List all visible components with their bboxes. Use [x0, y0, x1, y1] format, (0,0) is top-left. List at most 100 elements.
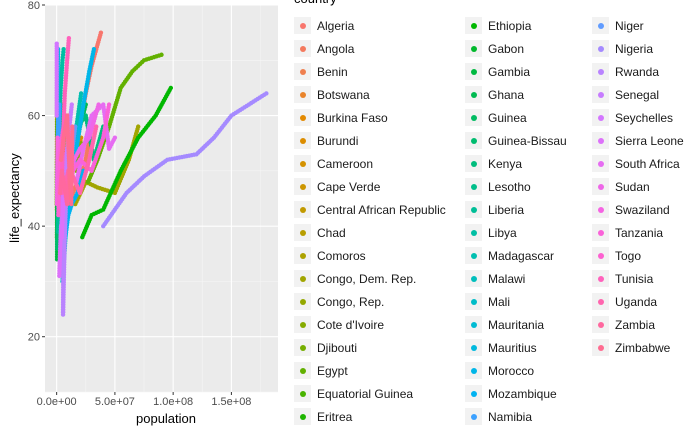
legend-dot — [597, 22, 604, 29]
legend-key — [294, 17, 311, 34]
legend-dot — [299, 206, 306, 213]
legend-item: Gabon — [465, 37, 524, 60]
legend-key — [294, 247, 311, 264]
data-point — [159, 52, 164, 57]
legend-label: Mauritius — [488, 340, 537, 355]
legend-key — [294, 270, 311, 287]
legend-item: Madagascar — [465, 244, 554, 267]
legend-item: Mozambique — [465, 382, 557, 405]
legend-label: Gabon — [488, 41, 525, 56]
legend-item: Gambia — [465, 60, 530, 83]
plot-panel — [45, 5, 278, 392]
legend-key — [465, 132, 482, 149]
legend-dot — [597, 91, 604, 98]
legend-item: Nigeria — [592, 37, 653, 60]
legend-item: Niger — [592, 14, 644, 37]
legend-label: Kenya — [488, 156, 523, 171]
y-axis-title: life_expectancy — [7, 153, 22, 243]
legend-key — [294, 86, 311, 103]
legend-label: South Africa — [615, 156, 680, 171]
legend-key — [465, 155, 482, 172]
legend-dot — [299, 298, 306, 305]
legend-item: Uganda — [592, 290, 657, 313]
data-point — [96, 102, 101, 107]
y-tick-label: 80 — [28, 0, 40, 12]
legend-dot — [470, 413, 477, 420]
legend-label: Cote d'Ivoire — [317, 317, 384, 332]
grid-minor — [45, 5, 278, 393]
legend-label: Madagascar — [488, 248, 555, 263]
legend-key — [465, 40, 482, 57]
legend-key — [465, 293, 482, 310]
legend-dot — [597, 275, 604, 282]
legend-item: Mauritania — [465, 313, 544, 336]
y-axis: 20 40 60 80 — [28, 0, 45, 344]
legend-label: Sierra Leone — [615, 133, 684, 148]
legend-item: Egypt — [294, 359, 348, 382]
legend-item: Djibouti — [294, 336, 357, 359]
legend-key — [465, 86, 482, 103]
legend-key — [592, 109, 609, 126]
legend-label: Botswana — [317, 87, 370, 102]
legend-dot — [470, 206, 477, 213]
legend-dot — [299, 68, 306, 75]
legend-dot — [597, 160, 604, 167]
legend-dot — [299, 137, 306, 144]
legend-dot — [470, 298, 477, 305]
legend-dot — [470, 137, 477, 144]
legend-key — [294, 362, 311, 379]
legend-dot — [470, 275, 477, 282]
legend-dot — [470, 68, 477, 75]
data-point — [66, 35, 72, 41]
data-point — [106, 102, 112, 107]
legend-item: South Africa — [592, 152, 680, 175]
legend-label: Burkina Faso — [317, 110, 388, 125]
legend-item: Zambia — [592, 313, 655, 336]
legend-item: Congo, Dem. Rep. — [294, 267, 416, 290]
legend-key — [465, 339, 482, 356]
legend-key — [465, 362, 482, 379]
legend-label: Equatorial Guinea — [317, 386, 414, 401]
legend-dot — [597, 229, 604, 236]
x-axis: 0.0e+00 5.0e+07 1.0e+08 1.5e+08 — [37, 392, 251, 408]
legend-item: Botswana — [294, 83, 370, 106]
legend-item: Morocco — [465, 359, 534, 382]
legend-item: Tanzania — [592, 221, 663, 244]
x-tick-label: 0.0e+00 — [37, 396, 77, 408]
legend-key — [592, 224, 609, 241]
legend-label: Algeria — [317, 18, 355, 33]
x-tick-label: 1.0e+08 — [153, 396, 193, 408]
legend-label: Mali — [488, 294, 511, 309]
legend-item: Equatorial Guinea — [294, 382, 413, 405]
legend-item: Congo, Rep. — [294, 290, 384, 313]
legend-key — [294, 408, 311, 425]
legend-item: Namibia — [465, 405, 532, 428]
legend-label: Cameroon — [317, 156, 374, 171]
legend-dot — [470, 91, 477, 98]
series-nigeria — [101, 91, 269, 229]
legend-key — [592, 86, 609, 103]
legend-dot — [299, 229, 306, 236]
legend-key — [294, 293, 311, 310]
legend-dot — [299, 367, 306, 374]
legend-key — [465, 385, 482, 402]
legend-key — [294, 224, 311, 241]
legend-dot — [597, 68, 604, 75]
legend-item: Cape Verde — [294, 175, 380, 198]
legend-dot — [597, 344, 604, 351]
legend-dot — [299, 114, 306, 121]
legend-item: Senegal — [592, 83, 659, 106]
legend-label: Rwanda — [615, 64, 660, 79]
legend-key — [592, 201, 609, 218]
legend-label: Malawi — [488, 271, 526, 286]
legend-label: Namibia — [488, 409, 533, 424]
legend-key — [465, 270, 482, 287]
data-points — [54, 30, 269, 317]
legend-key — [294, 109, 311, 126]
legend-key — [465, 316, 482, 333]
legend-item: Libya — [465, 221, 517, 244]
legend-key — [592, 63, 609, 80]
legend-item: Togo — [592, 244, 641, 267]
legend-dot — [597, 298, 604, 305]
legend-dot — [597, 137, 604, 144]
